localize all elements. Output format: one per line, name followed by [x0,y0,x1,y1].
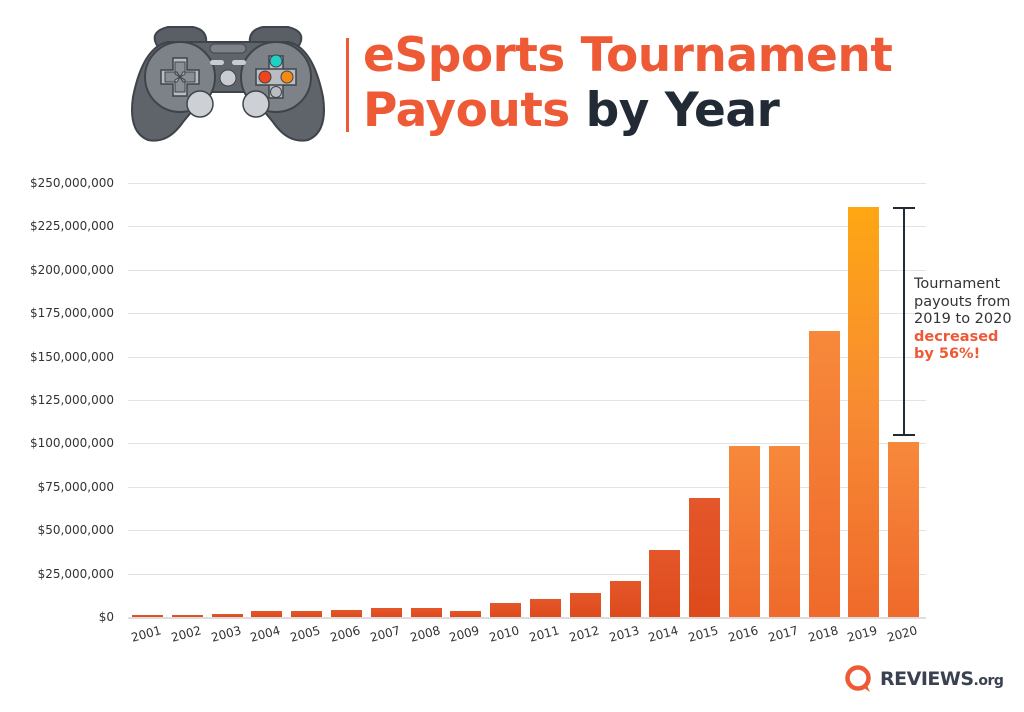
bar-2012 [569,592,601,617]
y-axis-tick-label: $175,000,000 [30,306,114,321]
bar-2016 [729,446,760,617]
annotation-callout: Tournament payouts from 2019 to 2020 dec… [914,276,1012,364]
x-axis-tick-label: 2013 [607,623,641,645]
y-axis-tick-label: $150,000,000 [30,349,114,364]
brand-name: REVIEWS.org [880,668,1004,690]
bar-2009 [450,611,482,617]
x-axis-tick-label: 2002 [169,623,203,645]
annotation-line: payouts from [914,293,1011,310]
bar-2015 [689,498,721,617]
x-axis-tick-label: 2012 [567,623,601,645]
y-axis-tick-label: $25,000,000 [37,566,114,581]
range-bracket-bottom-cap [893,434,915,436]
gridline [128,530,926,532]
bar-2013 [609,580,641,617]
x-axis-tick-label: 2007 [368,623,402,645]
annotation-highlight: decreased [914,328,999,345]
x-axis-tick-label: 2014 [647,623,681,645]
gridline [128,226,926,228]
gridline [128,269,926,271]
bar-2014 [649,550,681,617]
y-axis-tick-label: $225,000,000 [30,219,114,234]
x-axis-tick-label: 2005 [288,623,323,645]
bar-2001 [132,615,163,617]
bar-2007 [370,608,402,617]
gridline [128,183,926,184]
x-axis-tick-label: 2003 [209,623,243,645]
gridline [128,573,926,575]
bar-2020 [888,441,920,617]
bar-2019 [848,207,880,617]
speech-bubble-q-icon [845,665,871,692]
title-accent-word: Payouts [363,83,570,138]
y-axis-tick-label: $100,000,000 [30,436,114,451]
bar-2008 [410,608,442,617]
bar-2018 [808,331,840,617]
x-axis-tick-label: 2008 [408,623,442,645]
x-axis-tick-label: 2011 [527,623,561,645]
gridline [128,486,926,488]
bar-2002 [171,615,203,617]
y-axis-tick-label: $75,000,000 [37,479,114,494]
x-axis-tick-label: 2009 [448,623,482,645]
bar-2010 [490,603,522,617]
y-axis-tick-label: $200,000,000 [30,262,114,277]
gridline [128,617,926,619]
x-axis-tick-label: 2015 [686,623,721,645]
annotation-line: Tournament [914,276,1001,292]
x-axis-tick-label: 2017 [766,623,800,645]
x-axis-tick-label: 2018 [806,623,840,645]
bar-2004 [251,611,283,617]
x-axis-tick-label: 2016 [726,623,760,645]
annotation-line: 2019 to 2020 [914,311,1012,327]
game-controller-icon [131,26,325,142]
gridline [128,400,926,401]
title-accent-bar [346,38,349,132]
gridline [128,313,926,315]
annotation-highlight: by 56%! [914,346,981,362]
reviews-org-logo: REVIEWS.org [844,664,1004,694]
bar-2017 [768,446,800,617]
bar-2011 [530,598,561,617]
gridline [128,356,926,358]
y-axis-tick-label: $250,000,000 [30,176,114,190]
gridline [128,443,926,445]
x-axis-tick-label: 2019 [846,623,880,645]
chart-title: eSports Tournament Payouts by Year [363,28,893,138]
bar-2006 [331,609,362,617]
title-rest: by Year [569,83,780,138]
range-bracket-line [903,208,905,435]
x-axis-tick-label: 2020 [885,623,920,645]
bar-2005 [291,610,323,617]
y-axis-tick-label: $125,000,000 [30,393,114,407]
x-axis-tick-label: 2010 [487,623,522,645]
range-bracket-top-cap [893,207,915,209]
y-axis-tick-label: $50,000,000 [37,523,114,538]
title-line-1: eSports Tournament [363,28,893,83]
bar-2003 [211,614,243,617]
x-axis-tick-label: 2001 [129,623,163,645]
x-axis-tick-label: 2004 [249,623,283,645]
y-axis-tick-label: $0 [98,610,114,624]
x-axis-tick-label: 2006 [328,623,362,645]
